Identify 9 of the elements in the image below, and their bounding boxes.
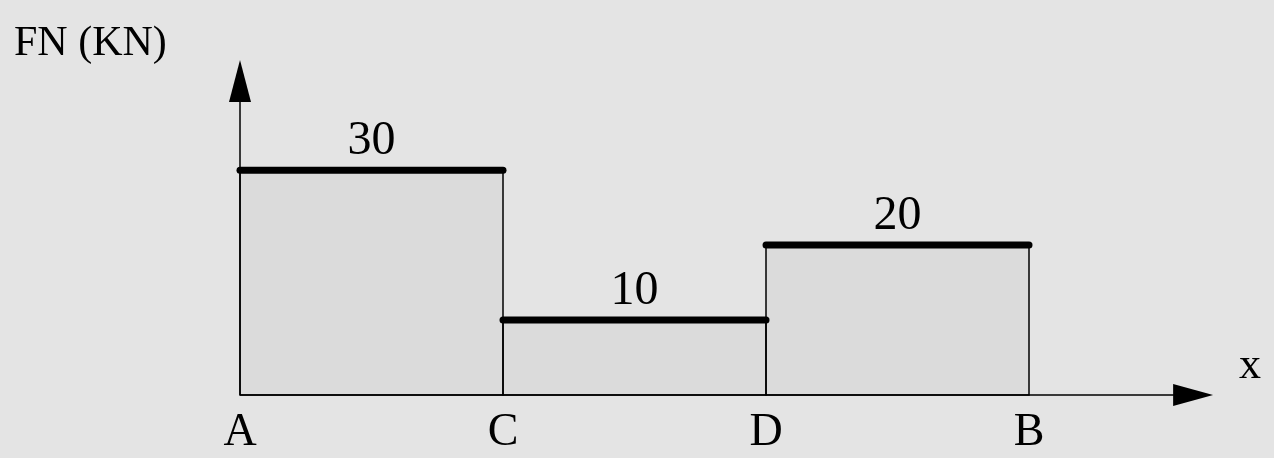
text: A: [223, 404, 257, 455]
text: B: [1013, 404, 1045, 455]
data-label: 20: [873, 186, 922, 240]
text: C: [487, 404, 519, 455]
text: D: [749, 404, 783, 455]
data-label: 10: [610, 261, 659, 315]
x-axis-title: x: [1239, 339, 1261, 388]
y-axis-title: FN (KN): [14, 18, 167, 65]
data-label: 30: [347, 111, 396, 165]
